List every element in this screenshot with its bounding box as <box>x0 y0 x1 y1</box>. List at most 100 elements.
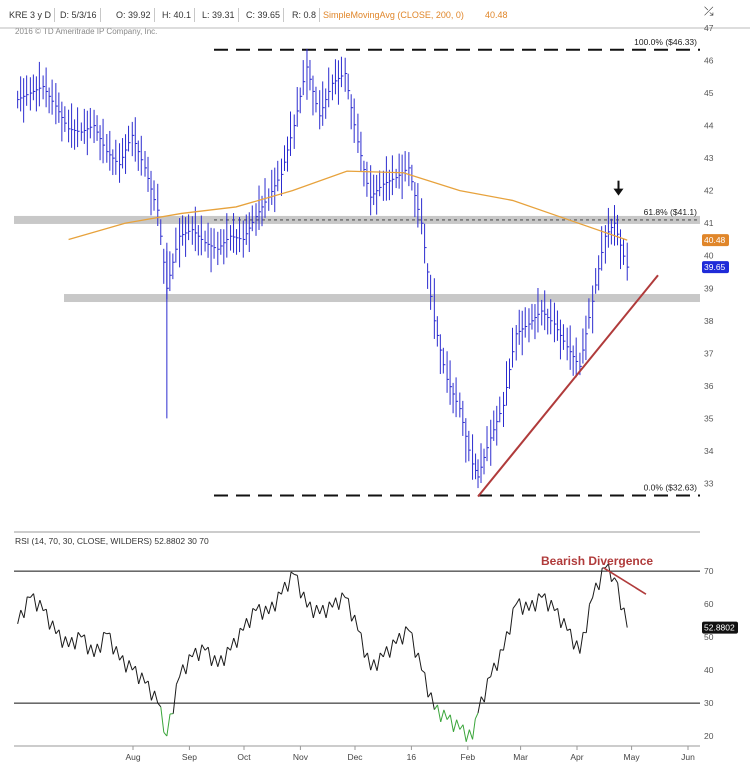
rsi-segment <box>300 591 305 599</box>
rsi-segment <box>68 637 73 648</box>
sma-badge <box>702 234 729 247</box>
rsi-segment <box>36 600 41 612</box>
rsi-segment <box>373 659 378 671</box>
rsi-segment <box>319 604 324 615</box>
range-label: R: 0.8 <box>289 8 321 22</box>
rsi-segment <box>296 575 302 599</box>
rsi-segment <box>141 672 146 684</box>
sma-label[interactable]: SimpleMovingAvg (CLOSE, 200, 0) <box>323 10 464 20</box>
rsi-segment <box>217 655 222 667</box>
rsi-segment <box>103 631 108 635</box>
rsi-segment <box>345 597 349 599</box>
rsi-segment <box>322 604 327 619</box>
rsi-segment <box>17 609 22 625</box>
price-axis-tick: 33 <box>704 478 714 488</box>
rsi-segment <box>191 647 196 658</box>
rsi-segment <box>411 633 416 658</box>
rsi-segment <box>433 704 438 710</box>
rsi-segment <box>49 620 54 630</box>
rsi-segment <box>81 634 85 638</box>
price-axis-tick: 38 <box>704 316 714 326</box>
rsi-segment <box>274 591 279 612</box>
time-axis-label: 16 <box>407 752 417 762</box>
time-axis-label: Apr <box>570 752 583 762</box>
rsi-segment <box>58 629 63 648</box>
rsi-segment <box>589 597 594 605</box>
symbol-label[interactable]: KRE 3 y D <box>6 8 56 22</box>
rsi-segment <box>386 646 391 658</box>
down-arrow-icon <box>613 188 624 196</box>
rsi-segment <box>147 680 152 701</box>
rsi-segment <box>106 632 111 635</box>
time-axis-label: Aug <box>125 752 140 762</box>
rsi-segment <box>392 639 397 645</box>
rsi-segment <box>357 630 362 634</box>
rsi-segment <box>500 649 504 651</box>
rsi-segment <box>335 597 340 610</box>
rsi-segment <box>408 630 413 634</box>
rsi-segment <box>417 652 423 671</box>
rsi-segment <box>96 643 101 653</box>
close-icon[interactable]: ⤰ <box>704 4 714 18</box>
rsi-segment <box>544 593 549 612</box>
rsi-axis-tick: 30 <box>704 698 714 708</box>
rsi-segment <box>309 601 314 619</box>
rsi-segment <box>472 718 476 740</box>
rsi-segment <box>84 634 89 655</box>
rsi-segment <box>338 592 343 610</box>
rsi-segment <box>252 607 257 612</box>
rsi-segment <box>230 637 235 651</box>
rsi-segment <box>534 593 540 612</box>
rsi-segment <box>182 664 187 675</box>
rsi-segment <box>109 633 114 655</box>
rsi-segment <box>611 577 615 582</box>
rsi-segment <box>207 647 212 666</box>
rsi-segment <box>42 608 47 612</box>
rsi-segment <box>198 644 203 661</box>
rsi-segment <box>585 604 590 633</box>
rsi-segment <box>71 637 76 650</box>
time-axis-label: May <box>624 752 641 762</box>
rsi-segment <box>402 626 407 645</box>
rsi-segment <box>64 636 70 648</box>
time-axis-label: Jun <box>681 752 695 762</box>
sma-value: 40.48 <box>485 10 508 20</box>
rsi-segment <box>185 654 190 675</box>
support-trendline <box>477 274 659 498</box>
rsi-segment <box>29 593 34 598</box>
last-price-badge <box>702 261 729 274</box>
rsi-segment <box>421 669 426 674</box>
rsi-segment <box>52 620 57 634</box>
rsi-segment <box>522 601 527 615</box>
rsi-value-text: 52.8802 <box>704 623 735 633</box>
resistance-zone <box>14 215 700 224</box>
rsi-segment <box>382 646 388 658</box>
sma-line <box>68 170 628 241</box>
rsi-segment <box>446 714 451 720</box>
rsi-segment <box>33 593 38 612</box>
rsi-segment <box>233 637 238 648</box>
rsi-segment <box>138 672 143 685</box>
rsi-segment <box>595 582 600 591</box>
rsi-segment <box>255 604 260 611</box>
rsi-segment <box>325 601 330 619</box>
rsi-segment <box>456 719 461 730</box>
rsi-segment <box>261 605 267 620</box>
rsi-segment <box>188 654 193 658</box>
rsi-segment <box>316 604 321 615</box>
open-label: O: 39.92 <box>113 8 155 22</box>
divergence-line <box>603 567 647 595</box>
rsi-segment <box>398 633 403 645</box>
rsi-segment <box>128 660 133 671</box>
rsi-segment <box>172 684 177 714</box>
rsi-segment <box>154 690 159 704</box>
rsi-segment <box>459 724 464 730</box>
rsi-segment <box>354 614 359 631</box>
rsi-segment <box>617 582 622 610</box>
rsi-segment <box>112 646 117 655</box>
rsi-segment <box>201 644 206 651</box>
time-axis-label: Dec <box>347 752 363 762</box>
rsi-segment <box>77 632 82 638</box>
rsi-segment <box>563 618 568 631</box>
